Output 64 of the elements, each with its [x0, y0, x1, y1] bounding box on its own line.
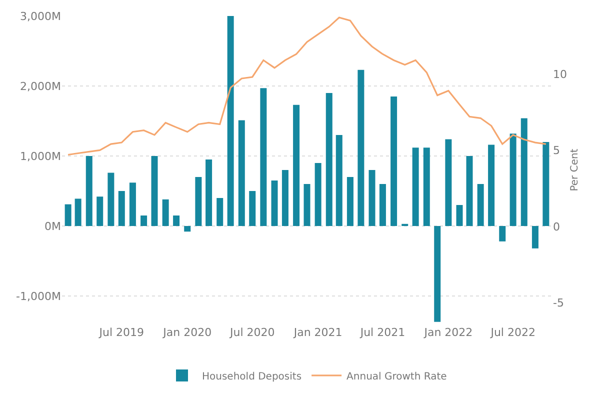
bar	[368, 170, 376, 226]
bar	[326, 93, 332, 226]
y2-axis-title: Per Cent	[570, 148, 580, 192]
bar	[140, 216, 148, 226]
bar	[260, 88, 267, 226]
bar	[456, 205, 463, 226]
bar	[151, 156, 158, 226]
bar	[108, 172, 114, 226]
bar	[499, 226, 506, 242]
x-tick-label: Jan 2021	[292, 326, 342, 339]
bar	[216, 198, 224, 226]
x-tick-label: Jan 2020	[162, 326, 212, 339]
bar	[74, 198, 82, 226]
y2-tick-label: 0	[553, 220, 560, 234]
x-tick-label: Jul 2021	[359, 326, 406, 339]
bar	[358, 70, 364, 226]
y-tick-label: 2,000M	[20, 80, 61, 93]
y2-tick-label: -5	[553, 296, 564, 310]
x-tick-label: Jul 2020	[228, 326, 275, 339]
bar	[445, 139, 452, 226]
x-tick-label: Jul 2019	[98, 326, 144, 339]
bar	[336, 135, 342, 226]
y2-tick-label: 10	[553, 68, 567, 81]
y-tick-label: 3,000M	[20, 10, 61, 23]
bar	[434, 226, 441, 322]
bar	[184, 226, 191, 232]
bar	[282, 170, 288, 226]
bar	[379, 184, 386, 226]
bar	[412, 148, 419, 226]
y2-tick-label: 5	[553, 144, 560, 158]
bar	[520, 118, 528, 226]
bar	[477, 184, 484, 226]
bar	[423, 148, 430, 226]
bar	[206, 160, 212, 226]
bar	[173, 216, 180, 226]
bar	[390, 96, 398, 226]
bar	[195, 177, 202, 226]
bar	[271, 180, 278, 226]
bar	[238, 120, 245, 226]
bar	[314, 163, 322, 226]
bar	[249, 191, 256, 226]
bar	[86, 156, 92, 226]
bar	[304, 184, 310, 226]
bar	[542, 142, 550, 226]
bar	[346, 177, 354, 226]
bar	[96, 196, 104, 226]
x-tick-label: Jul 2022	[490, 326, 536, 339]
bar	[129, 182, 136, 226]
y-tick-label: 0M	[44, 220, 61, 233]
bar	[488, 144, 495, 226]
bar	[532, 226, 538, 248]
bar	[227, 16, 234, 226]
x-tick-label: Jan 2022	[423, 326, 473, 339]
bar	[118, 191, 125, 226]
line-series	[67, 16, 547, 156]
legend-label: Annual Growth Rate	[346, 371, 447, 382]
y-tick-label: -1,000M	[16, 290, 61, 303]
bar	[510, 134, 516, 226]
bar	[162, 199, 169, 226]
legend-label: Household Deposits	[202, 371, 302, 382]
y-tick-label: 1,000M	[20, 150, 61, 163]
bar	[293, 104, 300, 226]
bar	[64, 204, 72, 226]
bar	[466, 156, 473, 226]
